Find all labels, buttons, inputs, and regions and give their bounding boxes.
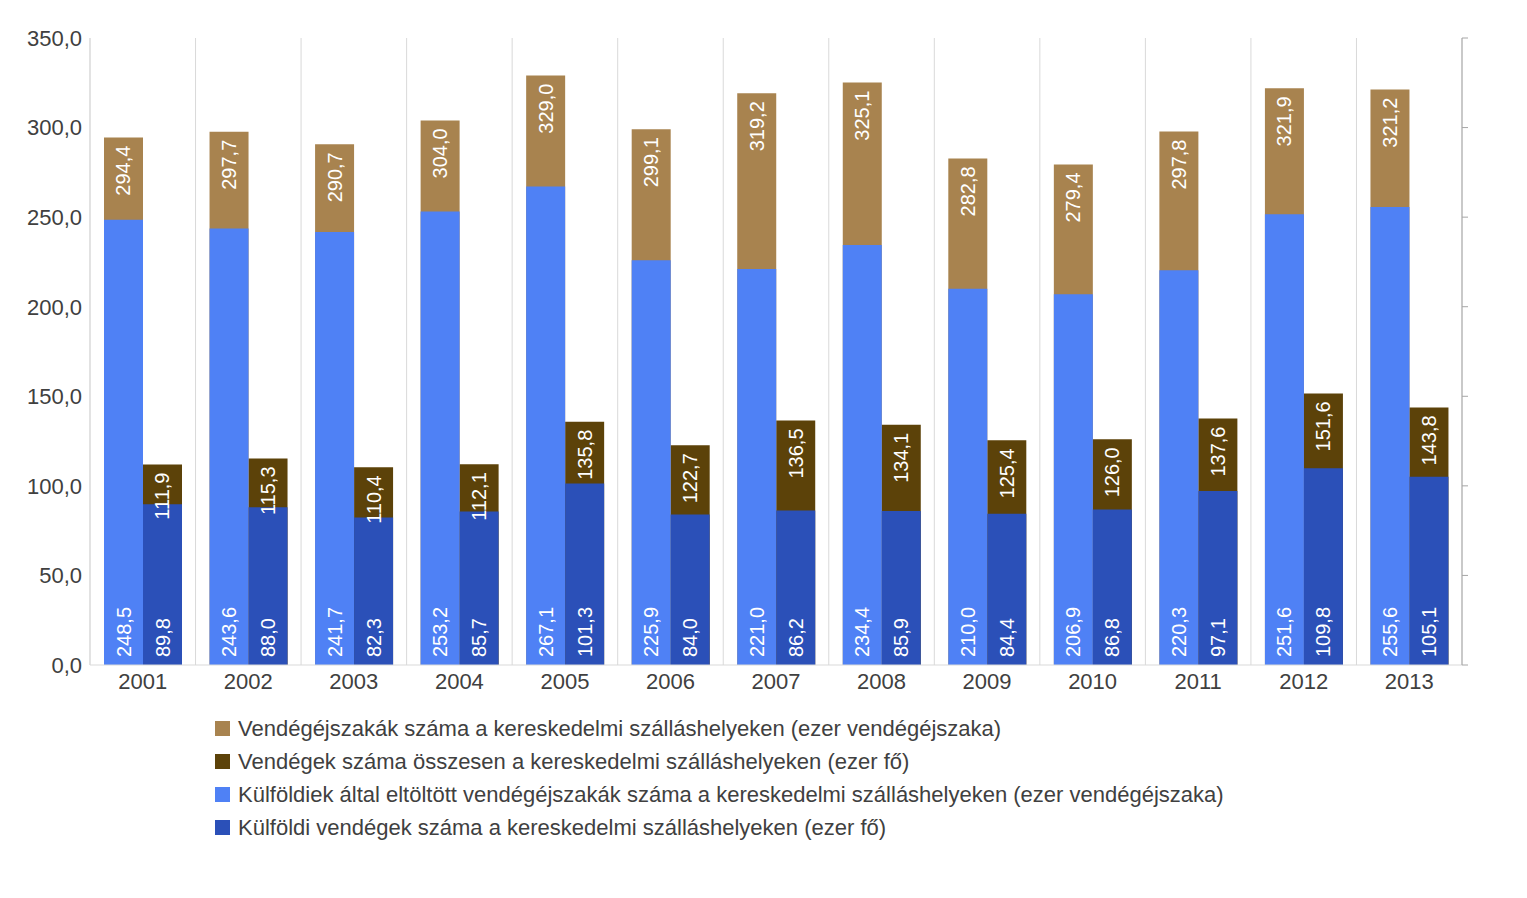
svg-text:210,0: 210,0 — [957, 607, 979, 657]
svg-text:82,3: 82,3 — [363, 618, 385, 657]
svg-text:122,7: 122,7 — [679, 453, 701, 503]
svg-text:241,7: 241,7 — [324, 607, 346, 657]
html-text:Külföldi vendégek száma a kere: Külföldi vendégek száma a kereskedelmi s… — [238, 814, 887, 840]
svg-text:267,1: 267,1 — [535, 607, 557, 657]
svg-text:251,6: 251,6 — [1273, 607, 1295, 657]
svg-text:234,4: 234,4 — [851, 607, 873, 657]
svg-text:100,0: 100,0 — [27, 474, 82, 499]
svg-text:85,9: 85,9 — [890, 618, 912, 657]
svg-text:105,1: 105,1 — [1418, 607, 1440, 657]
svg-text:150,0: 150,0 — [27, 384, 82, 409]
svg-text:2002: 2002 — [224, 669, 273, 694]
svg-text:200,0: 200,0 — [27, 295, 82, 320]
svg-text:299,1: 299,1 — [640, 137, 662, 187]
svg-text:2007: 2007 — [752, 669, 801, 694]
svg-text:111,9: 111,9 — [152, 473, 174, 520]
svg-text:85,7: 85,7 — [468, 618, 490, 657]
svg-text:350,0: 350,0 — [27, 26, 82, 51]
svg-text:126,0: 126,0 — [1101, 447, 1123, 497]
svg-text:297,7: 297,7 — [218, 140, 240, 190]
svg-text:2010: 2010 — [1068, 669, 1117, 694]
svg-text:221,0: 221,0 — [746, 607, 768, 657]
svg-text:2006: 2006 — [646, 669, 695, 694]
svg-text:206,9: 206,9 — [1062, 607, 1084, 657]
svg-text:253,2: 253,2 — [429, 607, 451, 657]
svg-text:135,8: 135,8 — [574, 430, 596, 480]
html-text:Külföldiek által eltöltött ven: Külföldiek által eltöltött vendégéjszaká… — [238, 781, 1224, 807]
svg-text:325,1: 325,1 — [851, 91, 873, 141]
svg-text:225,9: 225,9 — [640, 607, 662, 657]
svg-text:136,5: 136,5 — [785, 428, 807, 478]
svg-text:2003: 2003 — [329, 669, 378, 694]
svg-text:137,6: 137,6 — [1207, 426, 1229, 476]
svg-text:112,1: 112,1 — [468, 472, 490, 521]
svg-text:321,2: 321,2 — [1379, 98, 1401, 148]
html-text:Vendégéjszakák száma a kereske: Vendégéjszakák száma a kereskedelmi szál… — [238, 715, 1002, 741]
svg-text:2008: 2008 — [857, 669, 906, 694]
svg-text:279,4: 279,4 — [1062, 172, 1084, 222]
svg-text:86,8: 86,8 — [1101, 618, 1123, 657]
svg-text:282,8: 282,8 — [957, 166, 979, 216]
svg-text:88,0: 88,0 — [257, 618, 279, 657]
svg-text:220,3: 220,3 — [1168, 607, 1190, 657]
svg-text:84,0: 84,0 — [679, 618, 701, 657]
svg-text:329,0: 329,0 — [535, 84, 557, 134]
svg-text:110,4: 110,4 — [363, 475, 385, 524]
svg-text:243,6: 243,6 — [218, 607, 240, 657]
svg-text:97,1: 97,1 — [1207, 618, 1229, 657]
svg-text:50,0: 50,0 — [39, 563, 82, 588]
svg-text:2013: 2013 — [1385, 669, 1434, 694]
svg-text:319,2: 319,2 — [746, 101, 768, 151]
svg-text:294,4: 294,4 — [113, 146, 135, 196]
svg-text:321,9: 321,9 — [1273, 96, 1295, 146]
svg-text:84,4: 84,4 — [996, 618, 1018, 657]
svg-text:151,6: 151,6 — [1312, 401, 1334, 451]
svg-text:115,3: 115,3 — [257, 466, 279, 515]
svg-text:2012: 2012 — [1279, 669, 1328, 694]
svg-text:2004: 2004 — [435, 669, 484, 694]
svg-text:109,8: 109,8 — [1312, 607, 1334, 657]
svg-text:297,8: 297,8 — [1168, 140, 1190, 190]
svg-text:2011: 2011 — [1174, 669, 1221, 694]
svg-text:290,7: 290,7 — [324, 152, 346, 202]
svg-text:86,2: 86,2 — [785, 618, 807, 657]
html-text:Vendégek száma összesen a kere: Vendégek száma összesen a kereskedelmi s… — [238, 748, 910, 774]
svg-text:143,8: 143,8 — [1418, 415, 1440, 465]
svg-text:2001: 2001 — [118, 669, 167, 694]
svg-text:300,0: 300,0 — [27, 115, 82, 140]
svg-text:89,8: 89,8 — [152, 618, 174, 657]
svg-text:250,0: 250,0 — [27, 205, 82, 230]
svg-text:125,4: 125,4 — [996, 448, 1018, 498]
svg-text:255,6: 255,6 — [1379, 607, 1401, 657]
svg-text:0,0: 0,0 — [51, 653, 82, 678]
svg-text:101,3: 101,3 — [574, 607, 596, 657]
svg-text:2009: 2009 — [963, 669, 1012, 694]
svg-text:2005: 2005 — [540, 669, 589, 694]
svg-text:304,0: 304,0 — [429, 128, 451, 178]
svg-text:134,1: 134,1 — [890, 433, 912, 483]
svg-text:248,5: 248,5 — [113, 607, 135, 657]
